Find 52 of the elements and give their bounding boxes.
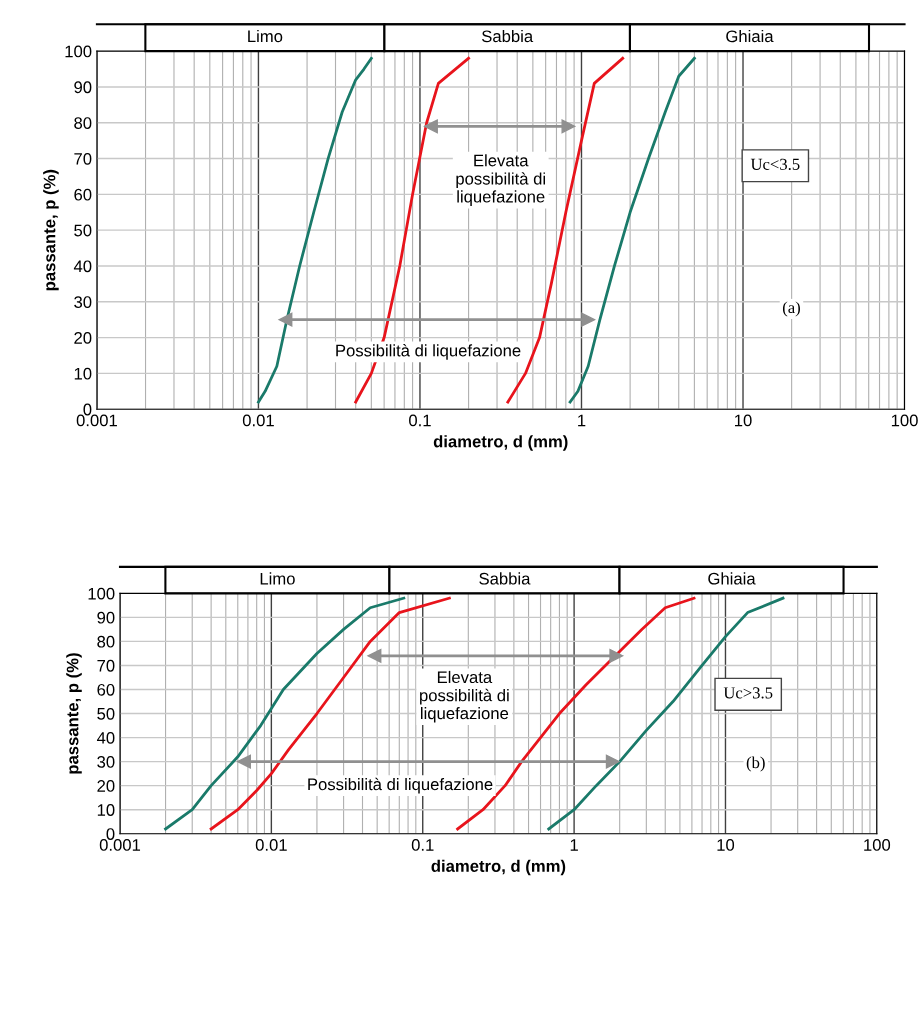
x-tick-label: 10	[717, 839, 735, 851]
y-axis-title: passante, p (%)	[66, 653, 82, 774]
y-tick-label: 90	[97, 611, 115, 624]
y-tick-label: 20	[74, 331, 92, 344]
y-tick-label: 90	[74, 81, 92, 94]
x-tick-label: 100	[891, 414, 918, 427]
annotation: Uc<3.5	[750, 158, 800, 170]
x-axis-title: diametro, d (mm)	[433, 435, 568, 451]
x-tick-label: 1	[570, 839, 578, 851]
y-tick-label: 20	[97, 780, 115, 792]
text: Ghiaia	[708, 572, 756, 585]
annotation: Uc>3.5	[723, 687, 773, 699]
x-tick-label: 100	[864, 839, 891, 851]
y-tick-label: 50	[97, 707, 115, 720]
text: Sabbia	[479, 572, 531, 585]
x-tick-label: 0.001	[99, 839, 141, 851]
annotation: Elevata possibilità di liquefazione	[420, 670, 509, 723]
text: Limo	[248, 29, 283, 43]
y-tick-label: 100	[88, 587, 115, 600]
y-tick-label: 50	[74, 224, 92, 237]
text: Limo	[260, 572, 295, 585]
x-tick-label: 10	[735, 414, 752, 427]
y-tick-label: 10	[74, 367, 92, 380]
annotation: (b)	[746, 756, 765, 772]
y-tick-label: 80	[97, 635, 115, 648]
y-tick-label: 60	[97, 683, 115, 696]
y-tick-label: 100	[65, 45, 92, 58]
x-tick-label: 0.001	[76, 414, 117, 427]
y-tick-label: 40	[96, 731, 115, 744]
annotation: Elevata possibilità di liquefazione	[456, 154, 545, 206]
y-tick-label: 60	[74, 188, 92, 201]
x-axis-title: diametro, d (mm)	[431, 859, 566, 876]
y-axis-title: passante, p (%)	[43, 169, 59, 291]
x-tick-label: 0.01	[255, 839, 287, 851]
annotation: Possibilità di liquefazione	[308, 777, 493, 794]
x-tick-label: 0.1	[409, 414, 431, 427]
text: Ghiaia	[726, 29, 774, 43]
y-tick-label: 70	[97, 659, 115, 672]
y-tick-label: 70	[74, 152, 92, 165]
y-tick-label: 30	[97, 756, 115, 768]
x-tick-label: 0.01	[242, 414, 274, 427]
y-tick-label: 10	[97, 804, 115, 816]
y-tick-label: 30	[74, 296, 92, 308]
text: Sabbia	[482, 29, 534, 43]
x-tick-label: 0.1	[411, 839, 434, 851]
y-tick-label: 80	[74, 117, 92, 129]
annotation: (a)	[782, 301, 800, 317]
y-tick-label: 0	[83, 403, 92, 416]
x-tick-label: 1	[578, 414, 586, 427]
annotation: Possibilità di liquefazione	[336, 344, 521, 360]
y-tick-label: 40	[73, 260, 92, 273]
y-tick-label: 0	[106, 828, 115, 840]
